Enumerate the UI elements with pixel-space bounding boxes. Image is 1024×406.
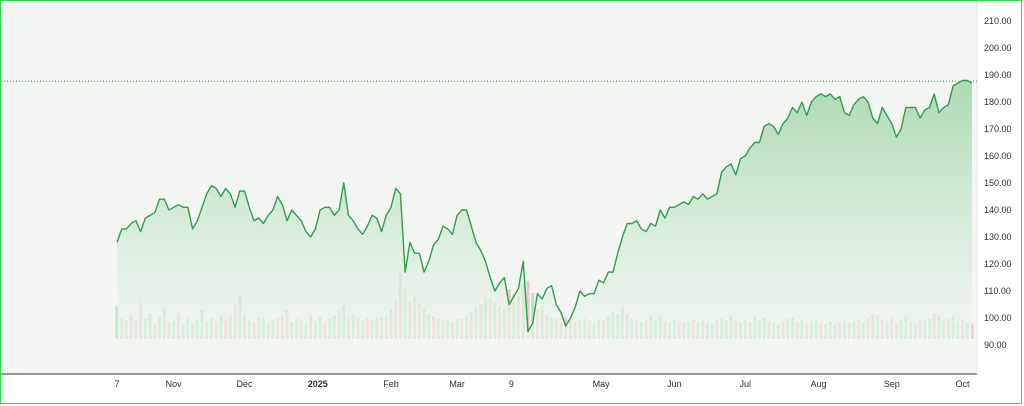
price-tick-label: 170.00	[984, 124, 1012, 134]
volume-bar	[526, 280, 530, 339]
time-tick-label: 9	[509, 379, 514, 389]
time-tick-label: Mar	[449, 379, 465, 389]
time-tick-label: Sep	[884, 379, 900, 389]
time-tick-label: Oct	[956, 379, 971, 389]
price-tick-label: 120.00	[984, 259, 1012, 269]
time-tick-label: Nov	[166, 379, 183, 389]
time-tick-label: May	[593, 379, 611, 389]
price-area	[117, 80, 972, 340]
volume-bar	[531, 292, 535, 339]
time-tick-label: 2025	[308, 379, 328, 389]
price-line[interactable]	[116, 79, 973, 333]
time-tick-label: 7	[114, 379, 119, 389]
price-tick-label: 140.00	[984, 205, 1012, 215]
price-tick-label: 180.00	[984, 97, 1012, 107]
time-tick-label: Aug	[810, 379, 826, 389]
price-tick-label: 110.00	[984, 286, 1011, 296]
time-axis-background	[1, 373, 1021, 403]
time-tick-label: Jul	[740, 379, 752, 389]
volume-bar	[970, 324, 974, 339]
price-tick-label: 190.00	[984, 70, 1012, 80]
price-tick-label: 200.00	[984, 43, 1012, 53]
time-tick-label: Feb	[383, 379, 399, 389]
price-tick-label: 90.00	[984, 340, 1007, 350]
price-tick-label: 130.00	[984, 232, 1012, 242]
price-tick-label: 160.00	[984, 151, 1012, 161]
time-tick-label: Dec	[237, 379, 254, 389]
price-tick-label: 210.00	[984, 16, 1012, 26]
price-axis-background	[977, 1, 1021, 373]
time-tick-label: Jun	[667, 379, 682, 389]
price-axis-ticks: 210.00 200.00 190.00 180.00 170.00 160.00 150.…	[984, 16, 1012, 350]
time-axis-ticks: 7 Nov Dec 2025 Feb Mar 9 May Jun Jul Aug Sep Oct	[114, 379, 970, 389]
price-tick-label: 100.00	[984, 313, 1012, 323]
price-tick-label: 150.00	[984, 178, 1012, 188]
